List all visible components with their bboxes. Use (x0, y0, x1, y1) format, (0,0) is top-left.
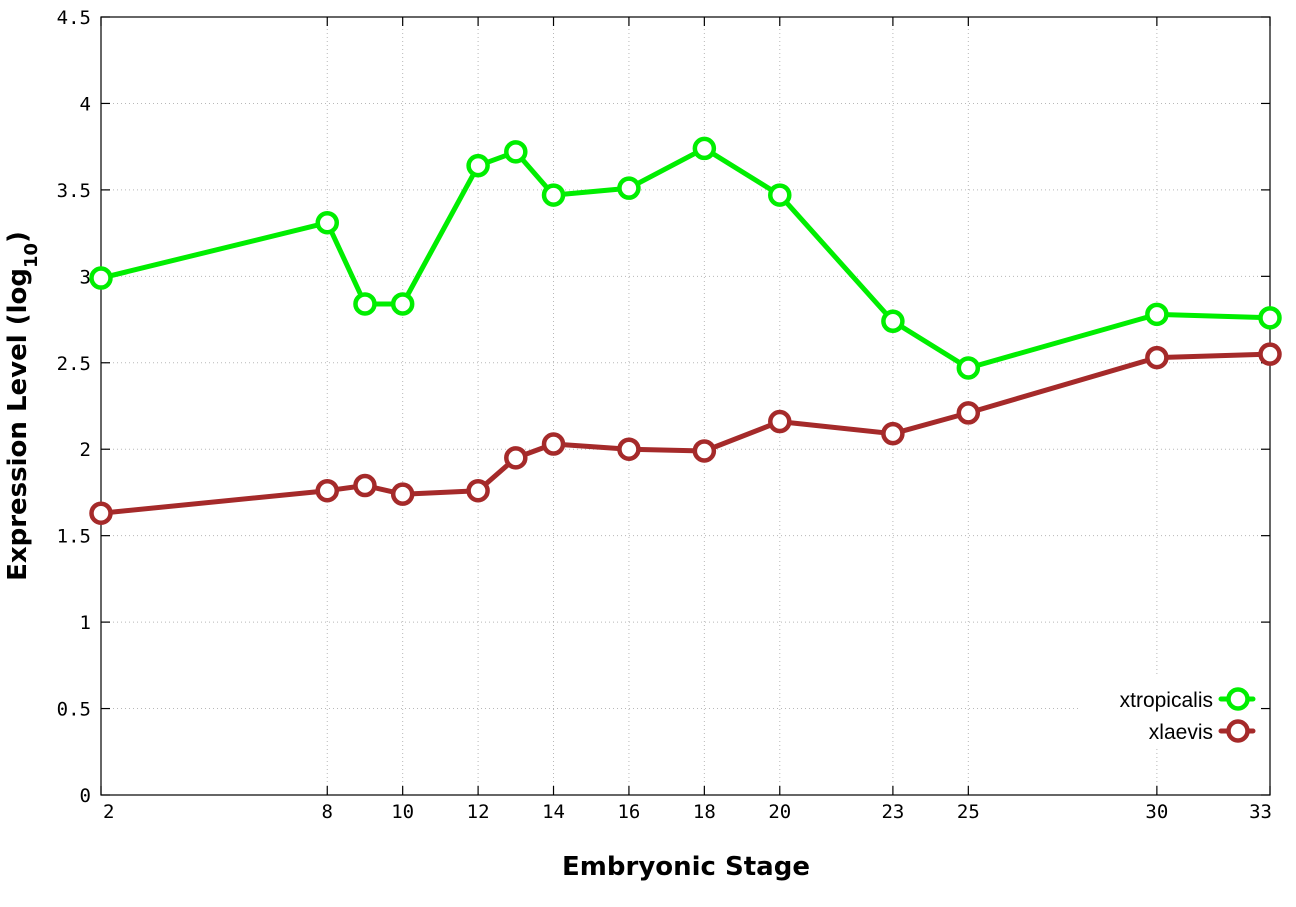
plot-frame (100, 16, 1271, 796)
data-point-xlaevis (768, 409, 792, 434)
x-axis-title: Embryonic Stage (562, 852, 810, 882)
data-point-xtropicalis (1145, 302, 1169, 327)
series-lines (89, 136, 1282, 525)
series-xlaevis (89, 342, 1282, 525)
y-tick-label: 3.5 (57, 180, 91, 202)
data-point-xlaevis (466, 478, 490, 503)
legend-label-xlaevis: xlaevis (1149, 721, 1213, 744)
x-tick-label: 16 (617, 801, 640, 823)
data-point-xlaevis (390, 482, 415, 506)
y-tick-label: 3 (80, 266, 91, 288)
y-tick-label: 0 (80, 785, 91, 807)
x-tick-label: 8 (322, 801, 333, 823)
data-point-xlaevis (1258, 342, 1282, 366)
y-axis-title-close: ) (3, 231, 33, 243)
x-tick-label: 23 (881, 801, 904, 823)
data-point-xtropicalis (617, 176, 641, 200)
y-tick-label: 1 (80, 612, 91, 634)
x-tick-label: 30 (1145, 801, 1168, 823)
data-point-xtropicalis (541, 183, 566, 207)
y-tick-label: 1.5 (57, 526, 91, 548)
y-tick-label: 2 (80, 439, 91, 461)
data-point-xlaevis (881, 421, 905, 446)
x-tick-label: 18 (693, 801, 716, 823)
legend-marker-xlaevis (1226, 719, 1250, 743)
data-point-xlaevis (353, 473, 377, 498)
data-point-xlaevis (617, 437, 641, 461)
x-tick-label: 33 (1249, 801, 1272, 823)
x-axis-tick-labels: 2 8 10 12 14 16 18 20 23 25 30 33 (103, 801, 1272, 823)
data-point-xtropicalis (768, 183, 792, 207)
y-tick-label: 0.5 (57, 699, 91, 721)
y-tick-label: 4.5 (57, 7, 91, 29)
legend: xtropicalis xlaevis (1080, 677, 1260, 747)
data-point-xlaevis (1145, 345, 1169, 370)
data-point-xtropicalis (89, 266, 113, 290)
y-axis-tick-labels: 0 0.5 1 1.5 2 2.5 3 3.5 4 4.5 (57, 7, 91, 807)
y-axis-title-main: Expression Level (log (3, 268, 33, 581)
data-point-xtropicalis (466, 153, 490, 178)
x-tick-label: 25 (957, 801, 980, 823)
data-point-xtropicalis (504, 140, 528, 164)
data-point-xlaevis (89, 501, 113, 525)
data-point-xtropicalis (390, 292, 415, 316)
y-tick-label: 2.5 (57, 353, 91, 375)
data-point-xlaevis (315, 478, 340, 503)
x-tick-label: 20 (768, 801, 791, 823)
series-line-xtropicalis (98, 145, 1273, 371)
data-point-xlaevis (692, 439, 717, 463)
x-tick-label: 12 (467, 801, 490, 823)
legend-label-xtropicalis: xtropicalis (1120, 689, 1213, 712)
y-axis-title: Expression Level (log10) (3, 231, 42, 581)
data-point-xlaevis (956, 401, 981, 425)
y-tick-label: 4 (80, 93, 91, 115)
y-axis-title-subscript: 10 (21, 243, 42, 268)
data-point-xlaevis (504, 446, 528, 470)
series-xtropicalis (89, 136, 1282, 380)
data-point-xlaevis (541, 432, 566, 456)
x-tick-label: 10 (391, 801, 414, 823)
data-point-xtropicalis (956, 356, 981, 380)
data-point-xtropicalis (315, 210, 340, 235)
data-point-xtropicalis (692, 136, 717, 161)
x-tick-label: 2 (103, 801, 114, 823)
data-point-xtropicalis (1258, 306, 1282, 330)
data-point-xtropicalis (881, 309, 905, 334)
data-point-xtropicalis (353, 292, 377, 316)
series-line-xlaevis (98, 351, 1273, 516)
legend-marker-xtropicalis (1226, 687, 1250, 711)
x-tick-label: 14 (542, 801, 565, 823)
